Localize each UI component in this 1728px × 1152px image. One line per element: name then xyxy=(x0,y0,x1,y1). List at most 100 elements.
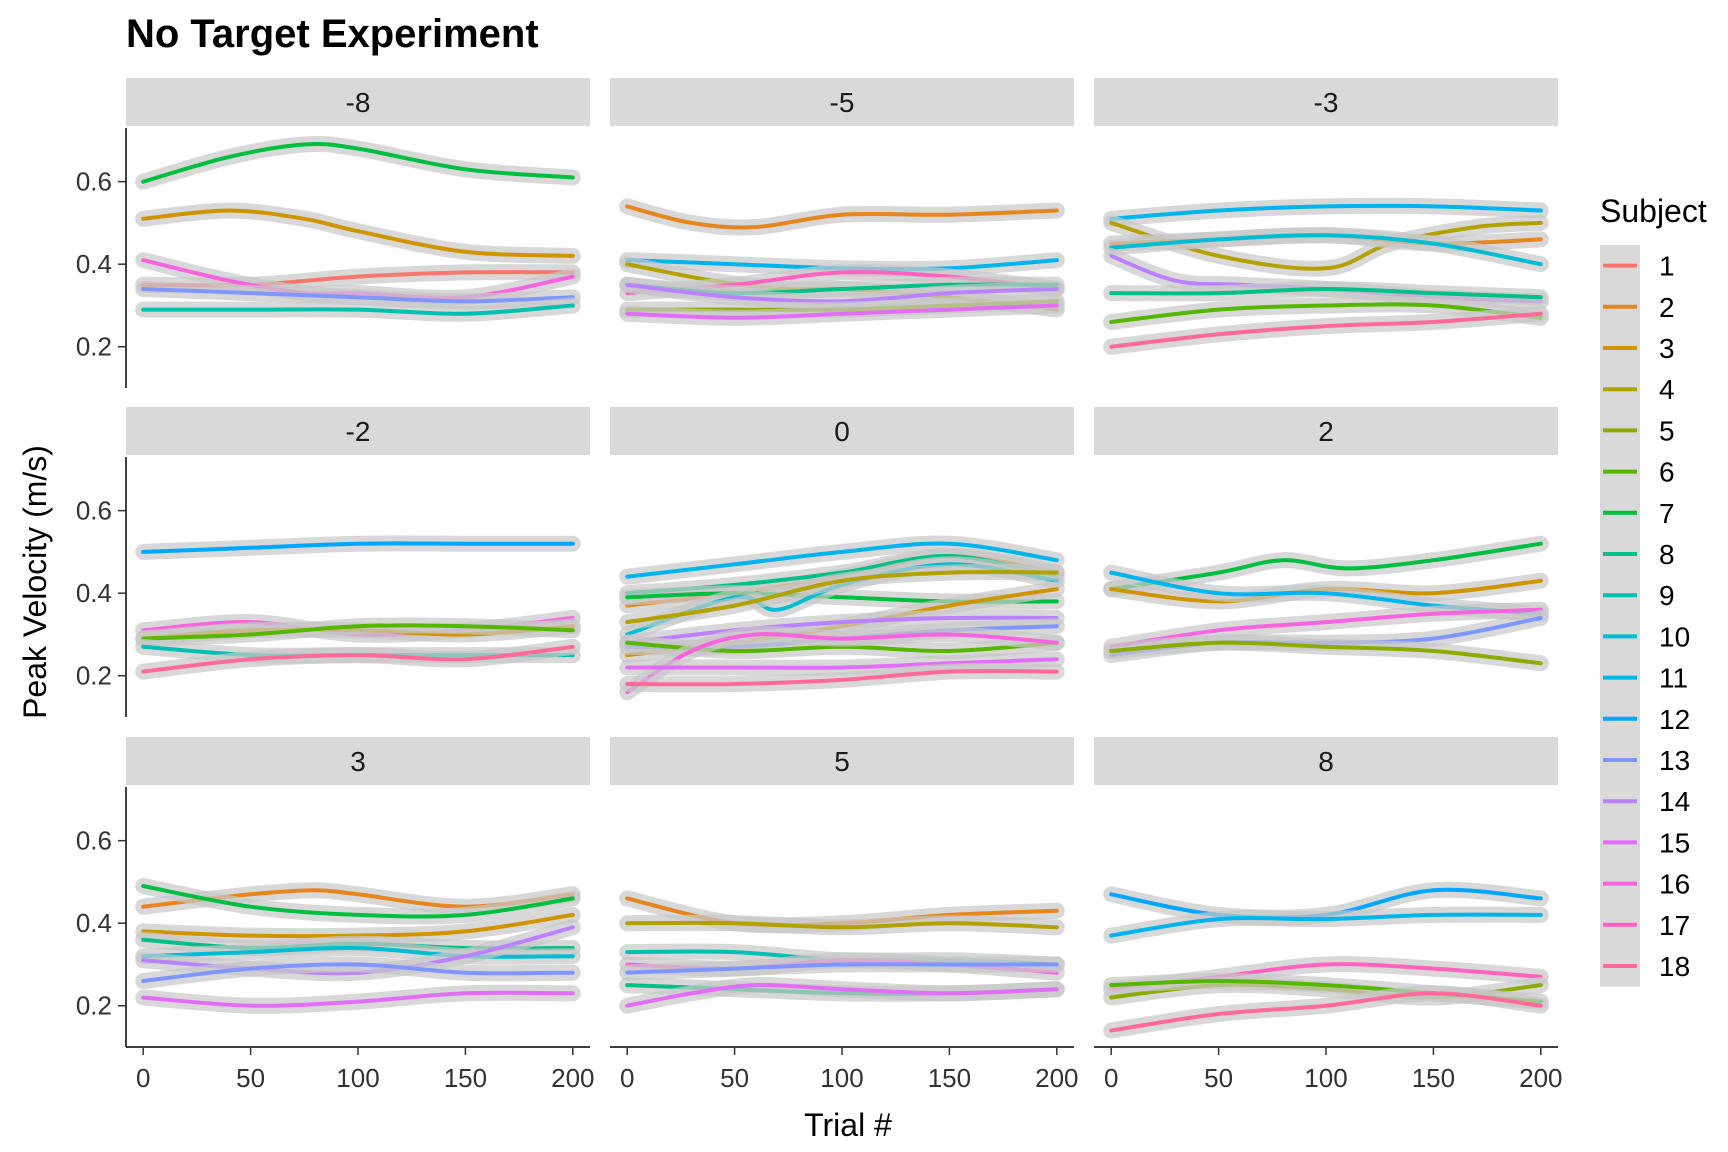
y-tick-label: 0.6 xyxy=(76,826,112,856)
y-tick-label: 0.4 xyxy=(76,249,112,279)
facet-strip-label: 3 xyxy=(350,746,366,777)
facet-strip-label: 8 xyxy=(1318,746,1334,777)
series-line-subject-7 xyxy=(141,141,575,184)
facet-strip xyxy=(126,407,590,455)
legend-label: 4 xyxy=(1659,374,1675,405)
legend-label: 1 xyxy=(1659,251,1675,282)
y-tick-label: 0.4 xyxy=(76,908,112,938)
series-line-subject-5 xyxy=(1109,640,1543,666)
legend-label: 3 xyxy=(1659,333,1675,364)
facet-strip-label: 5 xyxy=(834,746,850,777)
series-line-subject-9 xyxy=(141,303,575,316)
facet-strip xyxy=(1094,737,1558,785)
y-axis-label: Peak Velocity (m/s) xyxy=(17,445,53,719)
x-tick-label: 200 xyxy=(1035,1063,1078,1093)
x-tick-label: 50 xyxy=(720,1063,749,1093)
legend-key-background xyxy=(1600,245,1640,987)
x-tick-label: 0 xyxy=(136,1063,150,1093)
facet-strip xyxy=(610,737,1074,785)
series-line-subject-14 xyxy=(625,615,1059,645)
series-line-subject-4 xyxy=(625,920,1059,930)
series-line-subject-14 xyxy=(625,282,1059,304)
series-line-subject-11 xyxy=(1109,203,1543,221)
facet-strip-label: -5 xyxy=(830,87,855,118)
facet-strip-label: 2 xyxy=(1318,416,1334,447)
facet-strip xyxy=(610,78,1074,126)
facet-strip xyxy=(1094,407,1558,455)
legend-label: 16 xyxy=(1659,869,1690,900)
series-line-subject-16 xyxy=(1109,607,1543,649)
chart-title: No Target Experiment xyxy=(126,12,539,56)
y-tick-label: 0.2 xyxy=(76,661,112,691)
series-line-subject-2 xyxy=(625,204,1059,230)
x-tick-label: 100 xyxy=(336,1063,379,1093)
series-line-subject-15 xyxy=(625,657,1059,670)
series-line-subject-11 xyxy=(625,541,1059,579)
legend-label: 11 xyxy=(1659,663,1688,694)
facet-strip-label: -2 xyxy=(346,416,371,447)
legend-label: 9 xyxy=(1659,580,1675,611)
x-tick-label: 50 xyxy=(1204,1063,1233,1093)
series-line-subject-4 xyxy=(625,569,1059,625)
legend-label: 18 xyxy=(1659,951,1690,982)
series-line-subject-16 xyxy=(625,632,1059,695)
x-tick-label: 200 xyxy=(551,1063,594,1093)
y-tick-label: 0.2 xyxy=(76,332,112,362)
legend-label: 10 xyxy=(1659,621,1690,652)
y-tick-label: 0.4 xyxy=(76,578,112,608)
series-line-subject-6 xyxy=(141,623,575,641)
x-tick-label: 50 xyxy=(236,1063,265,1093)
x-tick-label: 150 xyxy=(444,1063,487,1093)
series-line-subject-18 xyxy=(141,644,575,674)
series-line-subject-12 xyxy=(141,541,575,554)
series-line-subject-11 xyxy=(1109,912,1543,938)
series-line-subject-18 xyxy=(1109,311,1543,349)
legend-label: 12 xyxy=(1659,704,1690,735)
confidence-band xyxy=(1103,985,1549,1039)
facet-strip-label: 0 xyxy=(834,416,850,447)
series-line-subject-13 xyxy=(141,962,575,983)
series-line-subject-18 xyxy=(625,668,1059,687)
legend-label: 14 xyxy=(1659,786,1690,817)
facet-strip xyxy=(610,407,1074,455)
legend-label: 5 xyxy=(1659,415,1675,446)
x-tick-label: 150 xyxy=(1412,1063,1455,1093)
series-line-subject-7 xyxy=(141,884,575,919)
legend-label: 2 xyxy=(1659,292,1675,323)
x-tick-label: 0 xyxy=(620,1063,634,1093)
series-line-subject-10 xyxy=(1109,233,1543,267)
series-line-subject-8 xyxy=(1109,287,1543,300)
x-tick-label: 100 xyxy=(1304,1063,1347,1093)
x-tick-label: 200 xyxy=(1519,1063,1562,1093)
legend-label: 7 xyxy=(1659,498,1675,529)
facet-strip xyxy=(126,78,590,126)
series-line-subject-6 xyxy=(1109,302,1543,324)
facet-strip xyxy=(1094,78,1558,126)
series-line-subject-10 xyxy=(141,945,575,959)
series-line-subject-15 xyxy=(625,303,1059,320)
facet-strip-label: -8 xyxy=(346,87,371,118)
x-tick-label: 150 xyxy=(928,1063,971,1093)
y-tick-label: 0.6 xyxy=(76,167,112,197)
legend-label: 13 xyxy=(1659,745,1690,776)
series-line-subject-3 xyxy=(141,208,575,258)
series-line-subject-18 xyxy=(1109,991,1543,1033)
facet-strip-label: -3 xyxy=(1314,87,1339,118)
legend-label: 17 xyxy=(1659,910,1690,941)
legend-title: Subject xyxy=(1600,193,1707,229)
y-tick-label: 0.2 xyxy=(76,991,112,1021)
facet-strip xyxy=(126,737,590,785)
series-line-subject-3 xyxy=(141,912,575,939)
series-line-subject-13 xyxy=(625,962,1059,975)
x-axis-label: Trial # xyxy=(804,1107,892,1143)
series-line-subject-15 xyxy=(141,990,575,1008)
series-line-subject-7 xyxy=(1109,541,1543,592)
x-tick-label: 100 xyxy=(820,1063,863,1093)
y-tick-label: 0.6 xyxy=(76,496,112,526)
legend-label: 15 xyxy=(1659,827,1690,858)
series-line-subject-15 xyxy=(625,983,1059,1008)
x-tick-label: 0 xyxy=(1104,1063,1118,1093)
series-line-subject-4 xyxy=(1109,220,1543,271)
legend-label: 8 xyxy=(1659,539,1675,570)
